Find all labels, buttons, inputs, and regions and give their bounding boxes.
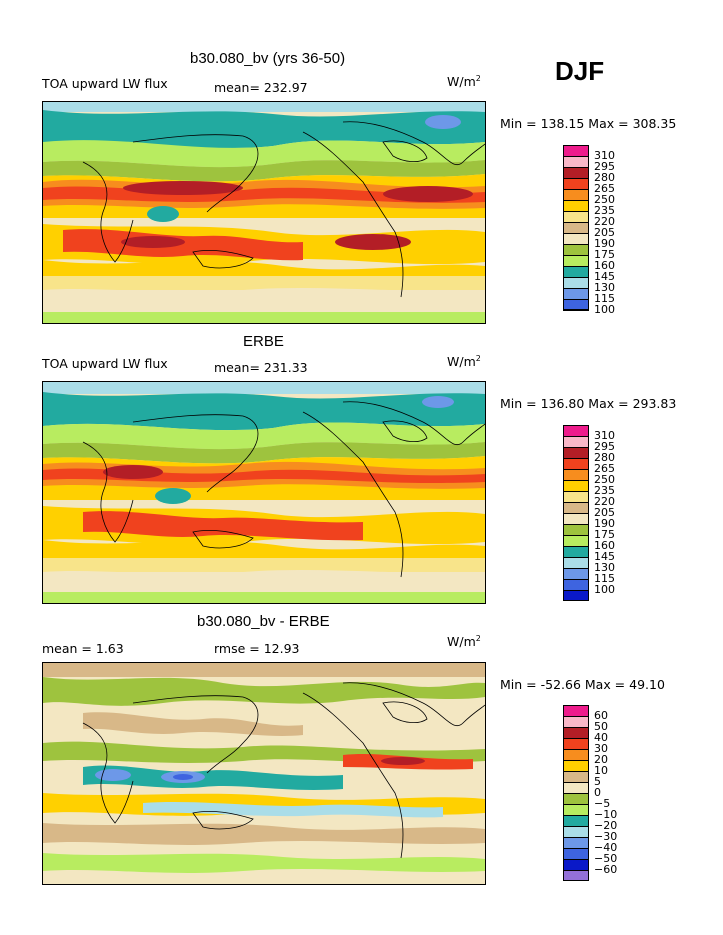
panel3-units: W/m2 <box>447 634 481 650</box>
panel1-legend-tick: 115 <box>594 292 615 305</box>
panel2-legend-tick: 220 <box>594 495 615 508</box>
panel1-mean-label: mean= 232.97 <box>214 80 308 95</box>
panel3-legend-tick: 50 <box>594 720 608 733</box>
panel1-legend-tick: 295 <box>594 160 615 173</box>
panel1-legend-tick: 190 <box>594 237 615 250</box>
panel2-legend-tick: 100 <box>594 583 615 596</box>
panel2-legend-tick: 265 <box>594 462 615 475</box>
panel3-minmax: Min = -52.66 Max = 49.10 <box>500 677 665 692</box>
panel3-legend-tick: 20 <box>594 753 608 766</box>
panel1-map <box>42 101 486 324</box>
panel2-legend-tick: 235 <box>594 484 615 497</box>
panel3-rmse-label: rmse = 12.93 <box>214 641 300 656</box>
panel3-legend-tick: 5 <box>594 775 601 788</box>
panel1-legend-tick: 235 <box>594 204 615 217</box>
panel3-legend-tick: −10 <box>594 808 618 821</box>
panel1-legend-tick: 265 <box>594 182 615 195</box>
panel3-legend-tick: −40 <box>594 841 618 854</box>
panel1-legend-tick: 280 <box>594 171 615 184</box>
panel3-legend-tick: 60 <box>594 709 608 722</box>
panel1-title: b30.080_bv (yrs 36-50) <box>190 50 346 67</box>
panel2-map <box>42 381 486 604</box>
panel1-legend-tick: 130 <box>594 281 615 294</box>
panel2-legend-tick: 160 <box>594 539 615 552</box>
panel1-legend-tick: 160 <box>594 259 615 272</box>
panel2-mean-label: mean= 231.33 <box>214 360 308 375</box>
panel2-minmax: Min = 136.80 Max = 293.83 <box>500 396 677 411</box>
panel1-legend-tick: 100 <box>594 303 615 316</box>
panel2-legend-tick: 175 <box>594 528 615 541</box>
panel1-legend-tick: 175 <box>594 248 615 261</box>
panel1-minmax: Min = 138.15 Max = 308.35 <box>500 116 677 131</box>
panel2-legend-tick: 190 <box>594 517 615 530</box>
panel2-legend-tick: 310 <box>594 429 615 442</box>
panel2-field-label: TOA upward LW flux <box>42 356 168 371</box>
panel3-title: b30.080_bv - ERBE <box>197 613 330 630</box>
panel2-legend-tick: 130 <box>594 561 615 574</box>
panel1-field-label: TOA upward LW flux <box>42 76 168 91</box>
panel1-legend-tick: 220 <box>594 215 615 228</box>
panel2-title: ERBE <box>243 333 284 350</box>
panel3-map <box>42 662 486 885</box>
panel1-legend-tick: 310 <box>594 149 615 162</box>
panel3-legend-tick: 40 <box>594 731 608 744</box>
panel1-legend-tick: 250 <box>594 193 615 206</box>
panel3-legend-tick: 30 <box>594 742 608 755</box>
panel3-mean-label: mean = 1.63 <box>42 641 124 656</box>
panel3-legend-tick: −20 <box>594 819 618 832</box>
panel1-legend-tick: 145 <box>594 270 615 283</box>
panel3-legend-tick: −60 <box>594 863 618 876</box>
panel3-legend-tick: −30 <box>594 830 618 843</box>
season-label: DJF <box>555 56 605 86</box>
panel1-legend-tick: 205 <box>594 226 615 239</box>
panel2-legend-tick: 250 <box>594 473 615 486</box>
panel2-legend-tick: 115 <box>594 572 615 585</box>
panel2-legend-tick: 280 <box>594 451 615 464</box>
panel2-legend-tick: 205 <box>594 506 615 519</box>
panel1-units: W/m2 <box>447 74 481 90</box>
panel3-legend-tick: 10 <box>594 764 608 777</box>
panel3-legend-tick: −50 <box>594 852 618 865</box>
panel2-units: W/m2 <box>447 354 481 370</box>
panel3-legend-tick: −5 <box>594 797 611 810</box>
panel3-legend-tick: 0 <box>594 786 601 799</box>
panel2-legend-tick: 145 <box>594 550 615 563</box>
panel2-legend-tick: 295 <box>594 440 615 453</box>
